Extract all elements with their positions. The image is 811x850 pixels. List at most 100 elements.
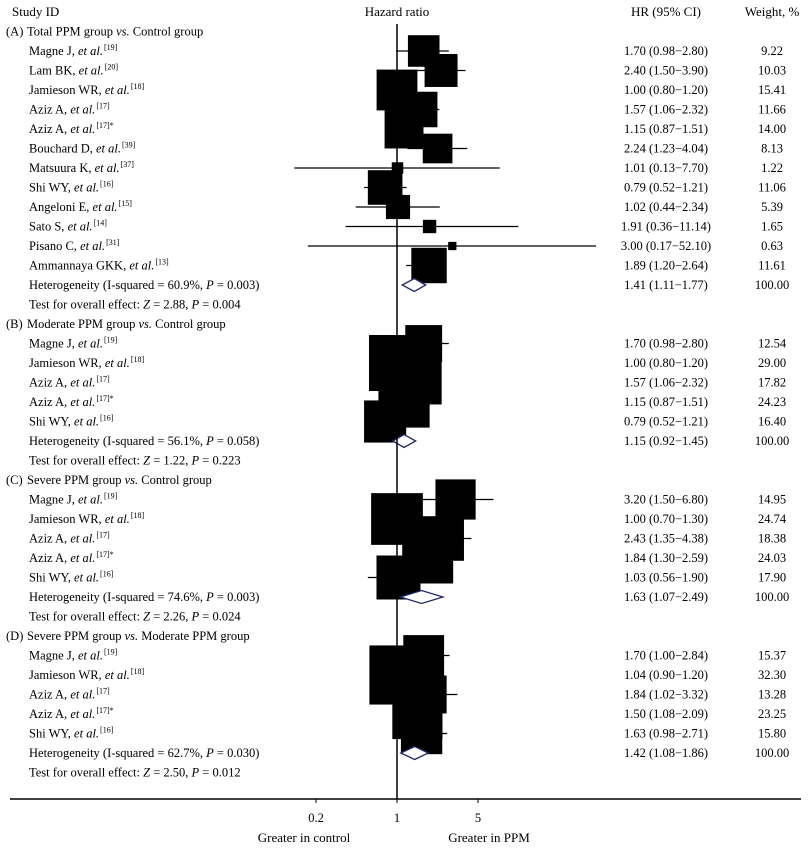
study-label: Aziz A, et al.[17] bbox=[29, 375, 110, 390]
weight-value: 18.38 bbox=[758, 532, 786, 546]
footer-greater-in-ppm: Greater in PPM bbox=[448, 830, 530, 845]
overall-effect-test: Test for overall effect: Z = 2.88, P = 0… bbox=[29, 298, 241, 312]
x-tick-label: 0.2 bbox=[308, 811, 324, 825]
point-estimate-marker bbox=[448, 241, 457, 251]
weight-value: 11.66 bbox=[758, 103, 786, 117]
heterogeneity-label: Heterogeneity (I-squared = 74.6%, P = 0.… bbox=[29, 590, 259, 604]
weight-value: 17.90 bbox=[758, 571, 786, 585]
summary-weight-value: 100.00 bbox=[755, 434, 789, 448]
weight-value: 1.22 bbox=[761, 161, 783, 175]
point-estimate-marker bbox=[422, 219, 437, 234]
study-label: Aziz A, et al.[17]* bbox=[29, 394, 114, 409]
weight-value: 11.06 bbox=[758, 181, 786, 195]
summary-diamond bbox=[400, 277, 428, 293]
weight-value: 11.61 bbox=[758, 259, 786, 273]
weight-value: 9.22 bbox=[761, 44, 783, 58]
study-label: Aziz A, et al.[17]* bbox=[29, 550, 114, 565]
heterogeneity-label: Heterogeneity (I-squared = 56.1%, P = 0.… bbox=[29, 434, 259, 448]
group-label: (A) bbox=[6, 25, 23, 39]
study-label: Shi WY, et al.[16] bbox=[29, 414, 114, 429]
overall-effect-test: Test for overall effect: Z = 1.22, P = 0… bbox=[29, 454, 241, 468]
weight-value: 1.65 bbox=[761, 220, 783, 234]
group-title: Severe PPM group vs. Control group bbox=[27, 473, 212, 487]
point-estimate-marker bbox=[424, 54, 458, 87]
point-estimate-marker bbox=[376, 555, 421, 600]
weight-value: 23.25 bbox=[758, 707, 786, 721]
heterogeneity-label: Heterogeneity (I-squared = 62.7%, P = 0.… bbox=[29, 746, 259, 760]
hr-ci-value: 1.03 (0.56−1.90) bbox=[624, 571, 708, 585]
weight-value: 8.13 bbox=[761, 142, 783, 156]
footer-greater-in-control: Greater in control bbox=[258, 830, 351, 845]
hr-ci-value: 1.70 (0.98−2.80) bbox=[624, 337, 708, 351]
header-hr-ci: HR (95% CI) bbox=[631, 4, 701, 19]
weight-value: 17.82 bbox=[758, 376, 786, 390]
study-label: Magne J, et al.[19] bbox=[29, 492, 118, 507]
hr-ci-value: 1.84 (1.30−2.59) bbox=[624, 551, 708, 565]
point-estimate-marker bbox=[384, 109, 424, 149]
hr-ci-value: 0.79 (0.52−1.21) bbox=[624, 181, 708, 195]
summary-ci-value: 1.41 (1.11−1.77) bbox=[624, 278, 708, 292]
study-label: Ammannaya GKK, et al.[13] bbox=[29, 258, 169, 273]
study-label: Pisano C, et al.[31] bbox=[29, 238, 120, 253]
hr-ci-value: 3.20 (1.50−6.80) bbox=[624, 493, 708, 507]
summary-ci-value: 1.15 (0.92−1.45) bbox=[624, 434, 708, 448]
hr-ci-value: 0.79 (0.52−1.21) bbox=[624, 415, 708, 429]
header-hazard-ratio: Hazard ratio bbox=[365, 4, 430, 19]
hr-ci-value: 1.89 (1.20−2.64) bbox=[624, 259, 708, 273]
hr-ci-value: 1.63 (0.98−2.71) bbox=[624, 727, 708, 741]
heterogeneity-label: Heterogeneity (I-squared = 60.9%, P = 0.… bbox=[29, 278, 259, 292]
hr-ci-value: 1.04 (0.90−1.20) bbox=[624, 668, 708, 682]
point-estimate-marker bbox=[385, 194, 411, 220]
point-estimate-marker bbox=[364, 400, 407, 443]
hr-ci-value: 1.01 (0.13−7.70) bbox=[624, 161, 708, 175]
hr-ci-value: 1.15 (0.87−1.51) bbox=[624, 395, 708, 409]
weight-value: 12.54 bbox=[758, 337, 787, 351]
header-study-id: Study ID bbox=[12, 4, 59, 19]
study-label: Lam BK, et al.[20] bbox=[29, 63, 118, 78]
study-label: Jamieson WR, et al.[18] bbox=[29, 511, 144, 526]
group-title: Total PPM group vs. Control group bbox=[27, 25, 203, 39]
overall-effect-test: Test for overall effect: Z = 2.50, P = 0… bbox=[29, 766, 241, 780]
summary-weight-value: 100.00 bbox=[755, 590, 789, 604]
weight-value: 10.03 bbox=[758, 64, 786, 78]
study-label: Magne J, et al.[19] bbox=[29, 43, 118, 58]
summary-diamond bbox=[391, 433, 418, 449]
weight-value: 14.95 bbox=[758, 493, 786, 507]
weight-value: 16.40 bbox=[758, 415, 786, 429]
summary-ci-value: 1.42 (1.08−1.86) bbox=[624, 746, 708, 760]
hr-ci-value: 1.70 (1.00−2.84) bbox=[624, 649, 708, 663]
hr-ci-value: 1.15 (0.87−1.51) bbox=[624, 122, 708, 136]
weight-value: 14.00 bbox=[758, 122, 786, 136]
study-label: Jamieson WR, et al.[18] bbox=[29, 667, 144, 682]
hr-ci-value: 2.43 (1.35−4.38) bbox=[624, 532, 708, 546]
summary-weight-value: 100.00 bbox=[755, 278, 789, 292]
group-label: (B) bbox=[6, 317, 23, 331]
study-label: Aziz A, et al.[17]* bbox=[29, 706, 114, 721]
hr-ci-value: 1.00 (0.70−1.30) bbox=[624, 512, 708, 526]
hr-ci-value: 1.57 (1.06−2.32) bbox=[624, 376, 708, 390]
summary-diamond bbox=[398, 589, 446, 605]
point-estimate-marker bbox=[400, 712, 443, 755]
group-label: (C) bbox=[6, 473, 23, 487]
weight-value: 24.03 bbox=[758, 551, 786, 565]
study-label: Matsuura K, et al.[37] bbox=[29, 160, 134, 175]
summary-weight-value: 100.00 bbox=[755, 746, 789, 760]
hr-ci-value: 3.00 (0.17−52.10) bbox=[621, 239, 711, 253]
weight-value: 0.63 bbox=[761, 239, 783, 253]
study-label: Magne J, et al.[19] bbox=[29, 648, 118, 663]
study-label: Aziz A, et al.[17] bbox=[29, 687, 110, 702]
hr-ci-value: 1.84 (1.02−3.32) bbox=[624, 688, 708, 702]
point-estimate-marker bbox=[435, 479, 476, 520]
x-tick-label: 5 bbox=[475, 811, 481, 825]
weight-value: 13.28 bbox=[758, 688, 786, 702]
summary-ci-value: 1.63 (1.07−2.49) bbox=[624, 590, 708, 604]
hr-ci-value: 2.24 (1.23−4.04) bbox=[624, 142, 708, 156]
header-weight: Weight, % bbox=[745, 4, 800, 19]
study-label: Angeloni E, et al.[15] bbox=[29, 199, 132, 214]
hr-ci-value: 2.40 (1.50−3.90) bbox=[624, 64, 708, 78]
hr-ci-value: 1.00 (0.80−1.20) bbox=[624, 83, 708, 97]
hr-ci-value: 1.02 (0.44−2.34) bbox=[624, 200, 708, 214]
weight-value: 29.00 bbox=[758, 356, 786, 370]
hr-ci-value: 1.70 (0.98−2.80) bbox=[624, 44, 708, 58]
